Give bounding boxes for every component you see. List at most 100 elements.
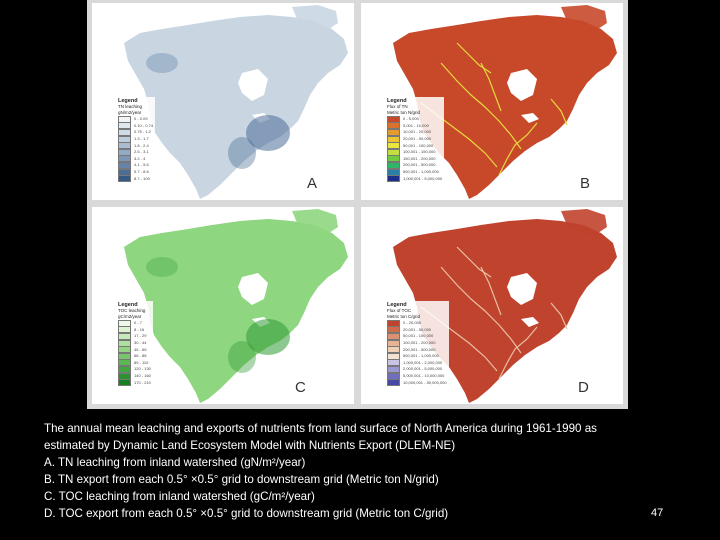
- legend-swatch: [118, 359, 131, 367]
- legend-label: 1,000,001 - 5,000,000: [403, 175, 443, 181]
- legend-label: 20,001 - 50,000: [403, 326, 432, 332]
- river-line: [498, 326, 538, 380]
- legend-item: 0 - 20,000: [387, 319, 447, 327]
- legend-swatch: [387, 365, 400, 373]
- legend-label: 20,001 - 50,000: [403, 136, 432, 142]
- river-line: [550, 302, 568, 330]
- legend-label: 500,001 - 1,000,000: [403, 169, 439, 175]
- legend-swatch: [387, 115, 400, 123]
- legend-item: 5,000,001 - 10,000,000: [387, 372, 447, 380]
- legend-swatch: [387, 372, 400, 380]
- legend-swatch: [118, 161, 131, 169]
- high-value-region: [246, 115, 290, 151]
- legend-title: Legend: [387, 98, 407, 104]
- greenland-shape: [561, 209, 607, 235]
- legend-swatch: [118, 332, 131, 340]
- legend-item: 0 - 5,000: [387, 115, 442, 123]
- legend-label: 89 - 110: [134, 359, 149, 365]
- river-line: [480, 62, 502, 112]
- legend-item: 5,001 - 10,000: [387, 122, 442, 130]
- legend-rows: 0 - 20,000 20,001 - 50,000 50,001 - 100,00…: [387, 319, 447, 387]
- legend-label: 1.3 - 1.7: [134, 136, 149, 142]
- legend-label: 5,001 - 10,000: [403, 122, 429, 128]
- legend-item: 10,000,001 - 50,000,000: [387, 379, 447, 387]
- legend-label: 200,001 - 500,000: [403, 162, 436, 168]
- legend-swatch: [387, 128, 400, 136]
- legend-subtitle: Flux of TOC: [387, 308, 412, 313]
- panel-letter-b: B: [580, 175, 591, 192]
- river-line: [440, 266, 522, 354]
- continent-shape: [393, 15, 617, 199]
- legend-item: 0 - 7: [118, 319, 151, 327]
- legend-label: 1,000,001 - 2,000,000: [403, 359, 443, 365]
- legend-label: 120 - 130: [134, 366, 151, 372]
- legend-swatch: [387, 352, 400, 360]
- legend-item: 150,001 - 200,000: [387, 155, 442, 163]
- map-toc-export: [393, 209, 617, 403]
- legend-label: 66 - 88: [134, 353, 147, 359]
- legend-item: 3.2 - 4: [118, 155, 153, 163]
- legend-swatch: [118, 115, 131, 123]
- legend-swatch: [118, 128, 131, 136]
- legend-subtitle: Flux of TN: [387, 104, 408, 109]
- legend-label: 45 - 65: [134, 346, 147, 352]
- caption-line: The annual mean leaching and exports of …: [44, 422, 597, 435]
- legend-label: 2,000,001 - 5,000,000: [403, 366, 443, 372]
- caption-line: D. TOC export from each 0.5° ×0.5° grid …: [44, 507, 449, 520]
- caption-line: B. TN export from each 0.5° ×0.5° grid t…: [44, 473, 439, 486]
- greenland-shape: [292, 209, 338, 235]
- legend-swatch: [387, 346, 400, 354]
- panel-letter-d: D: [578, 379, 589, 396]
- legend-swatch: [387, 175, 400, 183]
- legend-b: Legend Flux of TN Metric ton N/grid 0 - …: [385, 97, 445, 183]
- hudson-bay-shape: [507, 273, 537, 305]
- legend-label: 8.7 - 100: [134, 175, 150, 181]
- greenland-shape: [292, 5, 338, 31]
- figure-caption: The annual mean leaching and exports of …: [44, 420, 684, 522]
- high-value-region: [228, 341, 256, 373]
- great-lakes-shape: [521, 317, 539, 327]
- legend-item: 0.10 - 0.74: [118, 122, 154, 130]
- legend-label: 500,001 - 1,000,000: [403, 353, 439, 359]
- legend-subtitle: TN leaching: [118, 104, 143, 109]
- legend-label: 0 - 20,000: [403, 320, 422, 326]
- legend-title: Legend: [118, 98, 138, 104]
- river-line: [440, 62, 522, 150]
- legend-item: 200,001 - 500,000: [387, 161, 442, 169]
- legend-label: 8 - 16: [134, 326, 145, 332]
- hudson-bay-shape: [238, 69, 268, 101]
- legend-label: 0.75 - 1.2: [134, 129, 151, 135]
- legend-item: 8 - 16: [118, 326, 151, 334]
- legend-item: 45 - 65: [118, 346, 151, 354]
- hudson-bay-shape: [238, 273, 268, 305]
- legend-swatch: [118, 142, 131, 150]
- legend-item: 2,000,001 - 5,000,000: [387, 365, 447, 373]
- legend-item: 0.75 - 1.2: [118, 128, 153, 136]
- legend-swatch: [387, 135, 400, 143]
- legend-swatch: [387, 161, 400, 169]
- legend-item: 140 - 160: [118, 372, 151, 380]
- legend-label: 100,001 - 150,000: [403, 149, 436, 155]
- river-line: [456, 246, 492, 278]
- continent-shape: [393, 219, 617, 403]
- legend-unit: Metric ton C/grid: [387, 314, 421, 319]
- legend-item: 20,001 - 50,000: [387, 135, 442, 143]
- legend-a: Legend TN leaching gN/m2/year 0 - 0.09 0.…: [116, 97, 156, 183]
- legend-item: 4.1 - 5.6: [118, 161, 153, 169]
- legend-item: 100,001 - 150,000: [387, 148, 442, 156]
- caption-line: A. TN leaching from inland watershed (gN…: [44, 456, 306, 469]
- legend-swatch: [118, 326, 131, 334]
- legend-title: Legend: [118, 302, 138, 308]
- legend-label: 0.10 - 0.74: [134, 122, 154, 128]
- high-value-region: [228, 137, 256, 169]
- legend-label: 140 - 160: [134, 373, 151, 379]
- legend-swatch: [387, 319, 400, 327]
- panel-letter-c: C: [295, 379, 306, 396]
- legend-swatch: [118, 365, 131, 373]
- legend-item: 0 - 0.09: [118, 115, 153, 123]
- continent-shape: [124, 219, 348, 403]
- caption-line: C. TOC leaching from inland watershed (g…: [44, 490, 315, 503]
- legend-item: 5.7 - 8.6: [118, 168, 153, 176]
- legend-swatch: [387, 168, 400, 176]
